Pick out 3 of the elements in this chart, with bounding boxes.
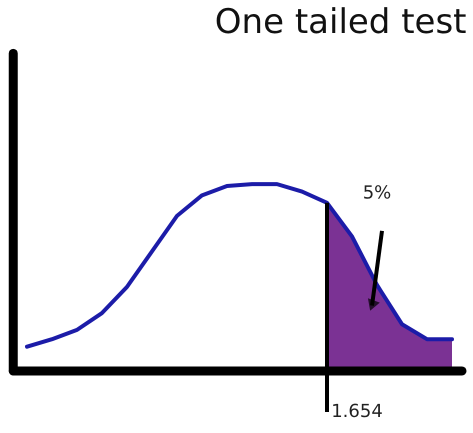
annotation: 5% <box>362 182 392 204</box>
chart-title: One tailed test <box>214 2 466 42</box>
text: 1.654 <box>331 401 383 422</box>
